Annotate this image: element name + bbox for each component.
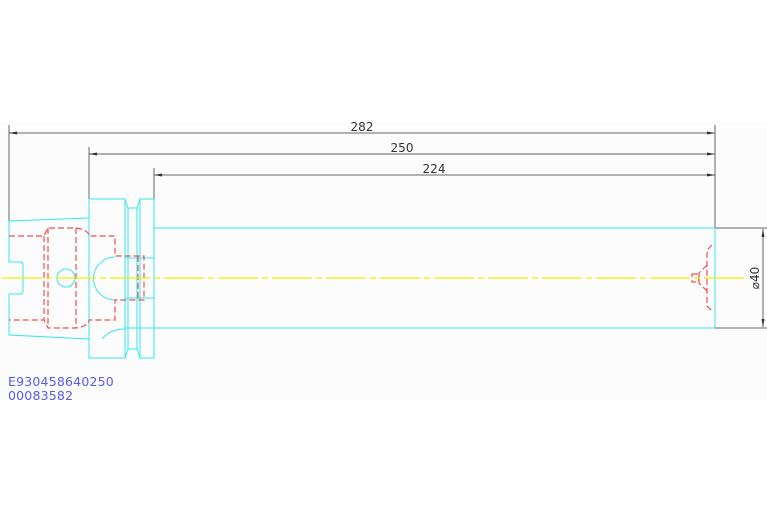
lower-notch-arc (101, 328, 126, 340)
dim-label-282: 282 (351, 120, 374, 134)
dim-label-diameter: ⌀40 (748, 267, 762, 290)
dimension-lines (8, 125, 767, 329)
v-groove (124, 198, 141, 359)
dim-label-224: 224 (423, 162, 446, 176)
dim-label-250: 250 (391, 141, 414, 155)
part-number: E930458640250 (8, 374, 114, 389)
order-code: 00083582 (8, 388, 74, 403)
